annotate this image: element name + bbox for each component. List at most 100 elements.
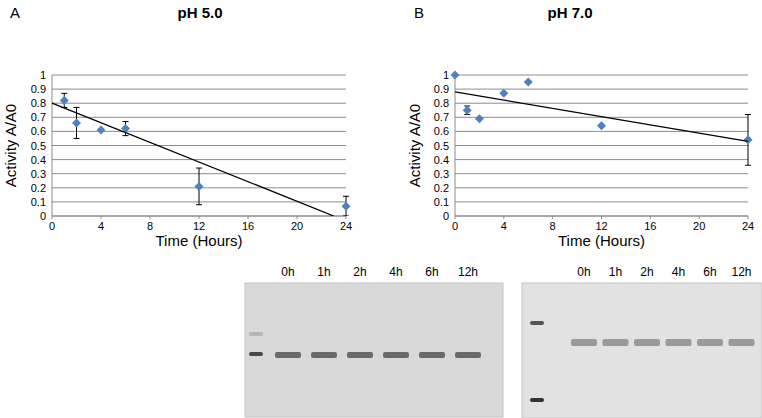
- y-axis-label: Activity A/A0: [406, 104, 423, 187]
- error-cap: [745, 114, 751, 115]
- tick-mark: [699, 216, 700, 219]
- gel-image: [522, 283, 762, 418]
- gel-band: [347, 352, 373, 358]
- data-point: [475, 114, 484, 123]
- ladder-band: [530, 321, 544, 325]
- x-tick-label: 8: [550, 220, 556, 232]
- tick-mark: [101, 216, 102, 219]
- gel-band: [571, 339, 597, 346]
- chart-panel: ApH 5.000.10.20.30.40.50.60.70.80.910481…: [2, 4, 352, 249]
- title: pH 5.0: [177, 4, 222, 21]
- grid-line: [455, 145, 748, 146]
- data-point: [597, 121, 606, 130]
- data-point: [463, 106, 472, 115]
- gel-image: [245, 283, 503, 417]
- gel: 0h1h2h4h6h12h: [522, 265, 762, 418]
- grid-line: [455, 201, 748, 202]
- error-cap: [745, 165, 751, 166]
- x-tick-label: 16: [242, 220, 254, 232]
- trend-line: [455, 92, 748, 141]
- tick-mark: [455, 216, 456, 219]
- data-point: [499, 89, 508, 98]
- trend-line: [52, 103, 334, 216]
- ladder-band: [530, 398, 544, 402]
- lane-label: 12h: [731, 265, 751, 279]
- y-tick-label: 0.7: [434, 111, 449, 123]
- y-tick-label: 0.4: [434, 154, 449, 166]
- tick-mark: [552, 216, 553, 219]
- error-cap: [343, 216, 349, 217]
- lane-label: 2h: [640, 265, 653, 279]
- data-point: [72, 118, 81, 127]
- gel-band: [419, 352, 445, 358]
- grid-line: [52, 159, 346, 160]
- tick-mark: [297, 216, 298, 219]
- tick-mark: [748, 216, 749, 219]
- y-tick-label: 0.6: [31, 125, 46, 137]
- grid-line: [455, 89, 748, 90]
- x-tick-label: 12: [193, 220, 205, 232]
- ladder-band: [249, 352, 263, 356]
- ladder-band: [249, 332, 263, 336]
- y-tick-label: 0: [443, 210, 449, 222]
- error-cap: [123, 135, 129, 136]
- y-tick-label: 0.4: [31, 154, 46, 166]
- x-axis-label: Time (Hours): [558, 232, 645, 249]
- lane-label: 4h: [672, 265, 685, 279]
- grid-line: [455, 103, 748, 104]
- error-cap: [196, 168, 202, 169]
- gel-band: [275, 352, 301, 358]
- figure: ApH 5.000.10.20.30.40.50.60.70.80.910481…: [0, 0, 762, 418]
- y-tick-label: 0.2: [434, 182, 449, 194]
- y-tick-label: 1: [40, 69, 46, 81]
- y-axis: [52, 75, 53, 216]
- data-point: [60, 96, 69, 105]
- x-tick-label: 0: [452, 220, 458, 232]
- y-tick-label: 0.9: [434, 83, 449, 95]
- grid-line: [52, 131, 346, 132]
- y-tick-label: 1: [443, 69, 449, 81]
- x-tick-label: 24: [742, 220, 754, 232]
- data-point: [451, 71, 460, 80]
- lane-label: 12h: [458, 265, 478, 279]
- grid-line: [52, 89, 346, 90]
- data-point: [97, 125, 106, 134]
- x-tick-label: 4: [501, 220, 507, 232]
- x-axis-label: Time (Hours): [156, 232, 243, 249]
- x-tick-label: 0: [49, 220, 55, 232]
- y-tick-label: 0.1: [434, 196, 449, 208]
- x-tick-label: 12: [595, 220, 607, 232]
- lane-label: 1h: [317, 265, 330, 279]
- x-tick-label: 4: [98, 220, 104, 232]
- tick-mark: [199, 216, 200, 219]
- error-cap: [123, 121, 129, 122]
- y-tick-label: 0.8: [31, 97, 46, 109]
- lane-label: 2h: [353, 265, 366, 279]
- y-tick-label: 0.9: [31, 83, 46, 95]
- tick-mark: [346, 216, 347, 219]
- panel-label: A: [10, 4, 20, 21]
- tick-mark: [52, 216, 53, 219]
- tick-mark: [248, 216, 249, 219]
- tick-mark: [503, 216, 504, 219]
- grid-line: [455, 131, 748, 132]
- grid-line: [455, 75, 748, 76]
- chart-panel: BpH 7.000.10.20.30.40.50.60.70.80.910481…: [406, 4, 754, 249]
- data-point: [524, 78, 533, 87]
- gel: 0h1h2h4h6h12h: [245, 265, 503, 417]
- error-cap: [74, 107, 80, 108]
- plot-area: [52, 93, 351, 216]
- data-point: [744, 135, 753, 144]
- x-tick-label: 20: [693, 220, 705, 232]
- lane-label: 6h: [703, 265, 716, 279]
- gel-band: [634, 339, 660, 346]
- tick-mark: [650, 216, 651, 219]
- grid-line: [455, 187, 748, 188]
- x-tick-label: 20: [291, 220, 303, 232]
- y-axis: [455, 75, 456, 216]
- gel-band: [455, 352, 481, 358]
- lane-label: 0h: [577, 265, 590, 279]
- lane-label: 4h: [389, 265, 402, 279]
- error-cap: [343, 196, 349, 197]
- grid-line: [52, 103, 346, 104]
